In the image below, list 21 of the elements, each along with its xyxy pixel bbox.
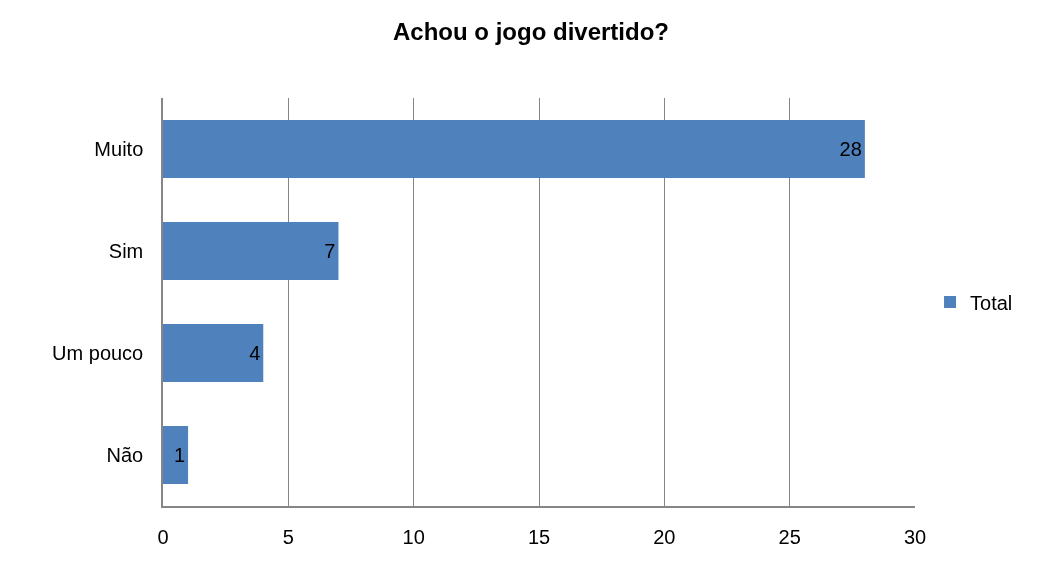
- chart-title: Achou o jogo divertido?: [393, 18, 669, 46]
- bar: [163, 425, 189, 485]
- x-tick-label: 0: [157, 525, 169, 548]
- x-tick-label: 10: [402, 525, 425, 548]
- x-tick-label: 20: [653, 525, 676, 548]
- data-label: 4: [249, 342, 261, 364]
- y-tick-label: Não: [106, 444, 144, 466]
- x-tick-label: 30: [903, 525, 927, 548]
- x-tick-label: 5: [282, 525, 294, 548]
- bar: [163, 221, 339, 281]
- y-tick-label: Um pouco: [52, 342, 144, 364]
- legend-label: Total: [970, 291, 1013, 314]
- x-tick-label: 15: [527, 525, 551, 548]
- y-tick-label: Muito: [94, 138, 144, 160]
- x-tick-label: 25: [778, 525, 801, 548]
- data-label: 7: [324, 240, 336, 262]
- data-label: 28: [839, 138, 862, 160]
- y-tick-label: Sim: [108, 240, 144, 262]
- data-label: 1: [173, 444, 186, 466]
- bar: [163, 119, 865, 179]
- bar: [163, 323, 264, 383]
